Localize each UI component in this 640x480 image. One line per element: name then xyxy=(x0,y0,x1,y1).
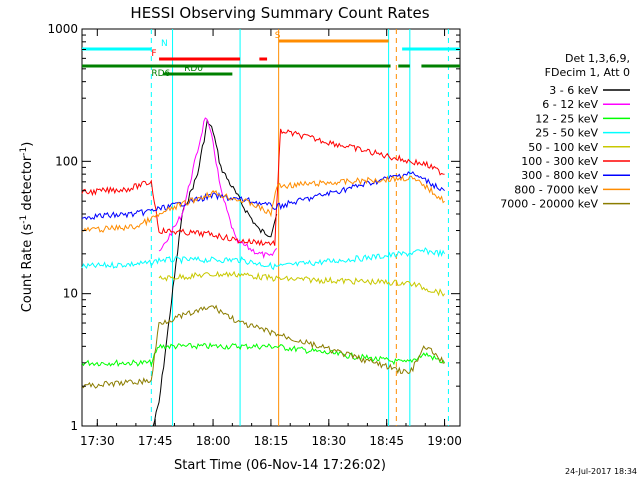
y-axis-label-sup2: -1 xyxy=(19,147,29,156)
legend-label: 50 - 100 keV xyxy=(528,141,598,154)
x-tick-label: 18:15 xyxy=(254,434,289,448)
series-line xyxy=(152,119,278,427)
series-line xyxy=(81,342,446,368)
y-axis-label-end: ) xyxy=(20,142,35,147)
y-axis-label: Count Rate (s-1 detector-1) xyxy=(19,142,35,313)
legend-label: 800 - 7000 keV xyxy=(514,183,598,196)
legend-label: 7000 - 20000 keV xyxy=(500,198,598,211)
legend-label: 6 - 12 keV xyxy=(542,98,598,111)
series-line xyxy=(81,128,445,247)
legend-label: 25 - 50 keV xyxy=(535,127,598,140)
y-axis-label-mid: detector xyxy=(20,155,35,215)
x-tick-label: 18:30 xyxy=(312,434,347,448)
y-axis-ticks: 1 10 100 1000 xyxy=(47,22,460,433)
series-line xyxy=(81,171,445,221)
series-line xyxy=(81,247,446,271)
x-tick-label: 17:45 xyxy=(138,434,173,448)
series-line xyxy=(81,174,445,233)
series-line xyxy=(158,117,278,259)
legend-label: 300 - 800 keV xyxy=(521,169,598,182)
flag-label: RD6 xyxy=(151,69,170,79)
flag-label: N xyxy=(161,39,168,49)
x-tick-label: 17:30 xyxy=(80,434,115,448)
plot-area: N S F RD0 RD6 17:30 17:45 18:00 18:15 18:30 18:45… xyxy=(47,22,461,448)
x-axis-label: Start Time (06-Nov-14 17:26:02) xyxy=(174,458,386,473)
y-axis-label-main: Count Rate (s xyxy=(20,224,35,313)
legend-header-line-2: FDecim 1, Att 0 xyxy=(545,66,630,79)
series-line xyxy=(81,304,445,389)
chart-title: HESSI Observing Summary Count Rates xyxy=(130,4,429,22)
x-axis-ticks: 17:30 17:45 18:00 18:15 18:30 18:45 19:00 xyxy=(80,29,462,448)
y-axis-label-sup1: -1 xyxy=(19,215,29,224)
legend: Det 1,3,6,9, FDecim 1, Att 0 3 - 6 keV6 … xyxy=(500,52,630,211)
y-tick-label: 10 xyxy=(63,287,78,301)
series-lines xyxy=(81,117,446,427)
x-tick-label: 18:00 xyxy=(196,434,231,448)
flag-label: F xyxy=(151,49,156,59)
flag-label: S xyxy=(275,31,281,41)
x-tick-label: 19:00 xyxy=(427,434,462,448)
y-tick-label: 1000 xyxy=(47,22,78,36)
flag-label: RD0 xyxy=(184,64,203,74)
y-tick-label: 100 xyxy=(55,154,78,168)
legend-header-line-1: Det 1,3,6,9, xyxy=(565,52,630,65)
legend-label: 3 - 6 keV xyxy=(549,84,598,97)
series-line xyxy=(158,270,446,297)
x-tick-label: 18:45 xyxy=(369,434,404,448)
date-stamp: 24-Jul-2017 18:34 xyxy=(565,467,637,476)
vertical-markers xyxy=(150,29,449,426)
flag-bars: N S F RD0 RD6 xyxy=(82,31,460,79)
legend-label: 12 - 25 keV xyxy=(535,112,598,125)
y-tick-label: 1 xyxy=(70,419,78,433)
legend-label: 100 - 300 keV xyxy=(521,155,598,168)
